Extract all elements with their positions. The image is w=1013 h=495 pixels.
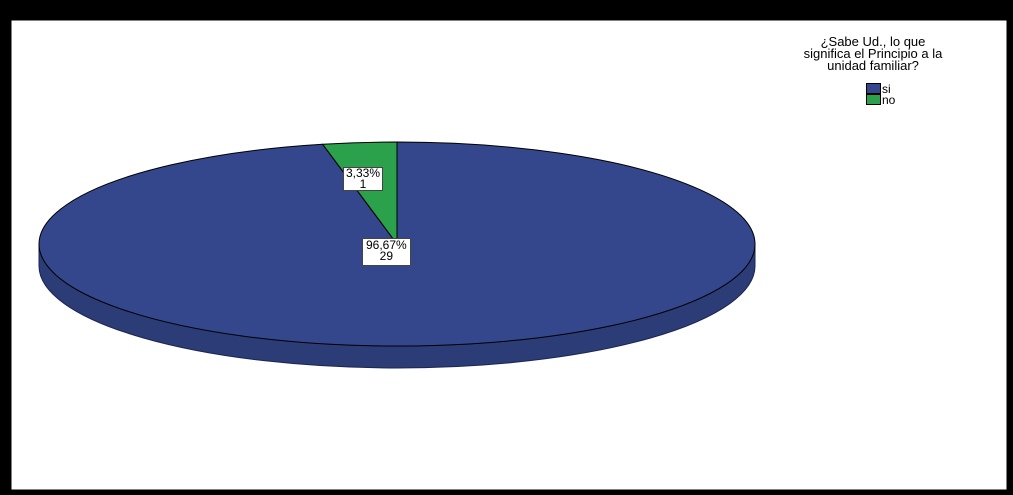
legend-swatch-no <box>866 94 881 105</box>
data-label-no-count: 1 <box>359 177 367 191</box>
data-label-no-percent: 3,33% <box>346 166 381 180</box>
legend-label-no: no <box>882 93 896 107</box>
legend-title-line: unidad familiar? <box>827 58 919 73</box>
legend-title-line: significa el Principio a la <box>803 46 943 61</box>
legend-item-si: si <box>866 83 891 95</box>
legend-title-line: ¿Sabe Ud., lo que <box>820 34 926 49</box>
legend-swatch-si <box>866 83 881 94</box>
legend-title: ¿Sabe Ud., lo que significa el Principio… <box>748 34 998 73</box>
data-label-si-percent: 96,67% <box>366 238 407 252</box>
legend-label-si: si <box>882 82 891 96</box>
data-label-si: 96,67% 29 <box>362 238 411 266</box>
legend-item-no: no <box>866 94 895 106</box>
data-label-no: 3,33% 1 <box>343 166 384 191</box>
data-label-si-count: 29 <box>379 249 394 263</box>
